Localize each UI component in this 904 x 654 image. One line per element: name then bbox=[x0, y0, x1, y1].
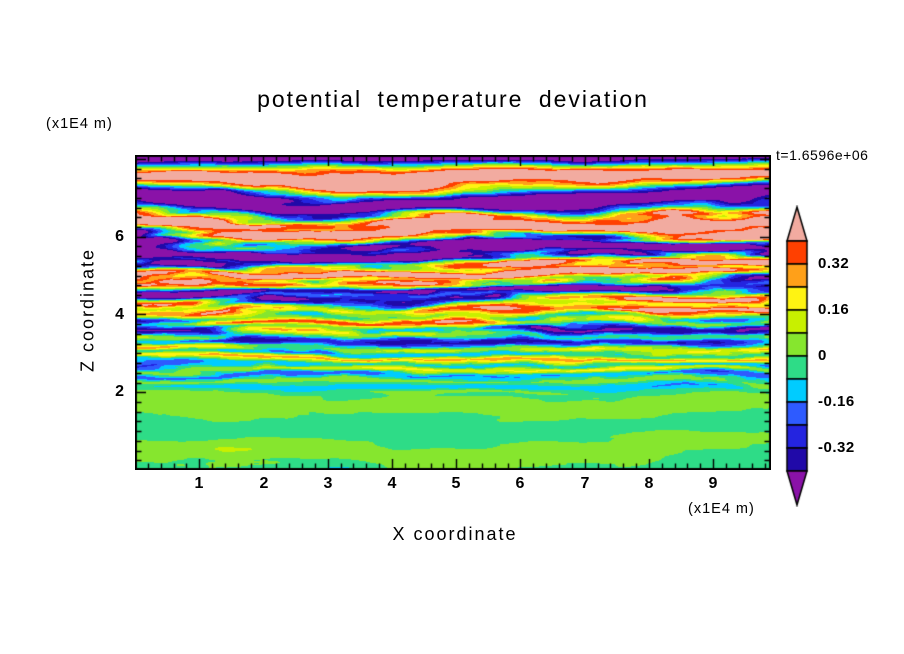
z-axis-title: Z coordinate bbox=[77, 247, 98, 373]
colorbar-label: 0.32 bbox=[818, 255, 850, 272]
x-tick-label: 5 bbox=[451, 475, 461, 492]
x-tick-label: 7 bbox=[580, 475, 590, 492]
x-tick-label: 8 bbox=[644, 475, 654, 492]
x-tick-label: 6 bbox=[515, 475, 525, 492]
x-tick-label: 1 bbox=[194, 475, 204, 492]
z-tick-label: 4 bbox=[115, 306, 124, 323]
z-tick-label: 6 bbox=[115, 228, 124, 245]
x-axis-unit-label: (x1E4 m) bbox=[688, 501, 755, 517]
colorbar-label: -0.32 bbox=[818, 439, 855, 456]
colorbar-label: 0.16 bbox=[818, 301, 850, 318]
x-tick-label: 3 bbox=[323, 475, 333, 492]
x-axis-title: X coordinate bbox=[392, 524, 518, 544]
heatmap-canvas bbox=[135, 155, 771, 470]
colorbar-label: -0.16 bbox=[818, 393, 855, 410]
z-tick-label: 2 bbox=[115, 383, 124, 400]
colorbar bbox=[785, 205, 809, 507]
colorbar-label: 0 bbox=[818, 347, 827, 364]
chart-title: potential temperature deviation bbox=[257, 86, 649, 112]
x-tick-label: 9 bbox=[708, 475, 718, 492]
z-axis-unit-label: (x1E4 m) bbox=[46, 116, 113, 132]
time-annotation: t=1.6596e+06 bbox=[776, 147, 869, 163]
x-tick-label: 4 bbox=[387, 475, 397, 492]
x-tick-label: 2 bbox=[259, 475, 269, 492]
